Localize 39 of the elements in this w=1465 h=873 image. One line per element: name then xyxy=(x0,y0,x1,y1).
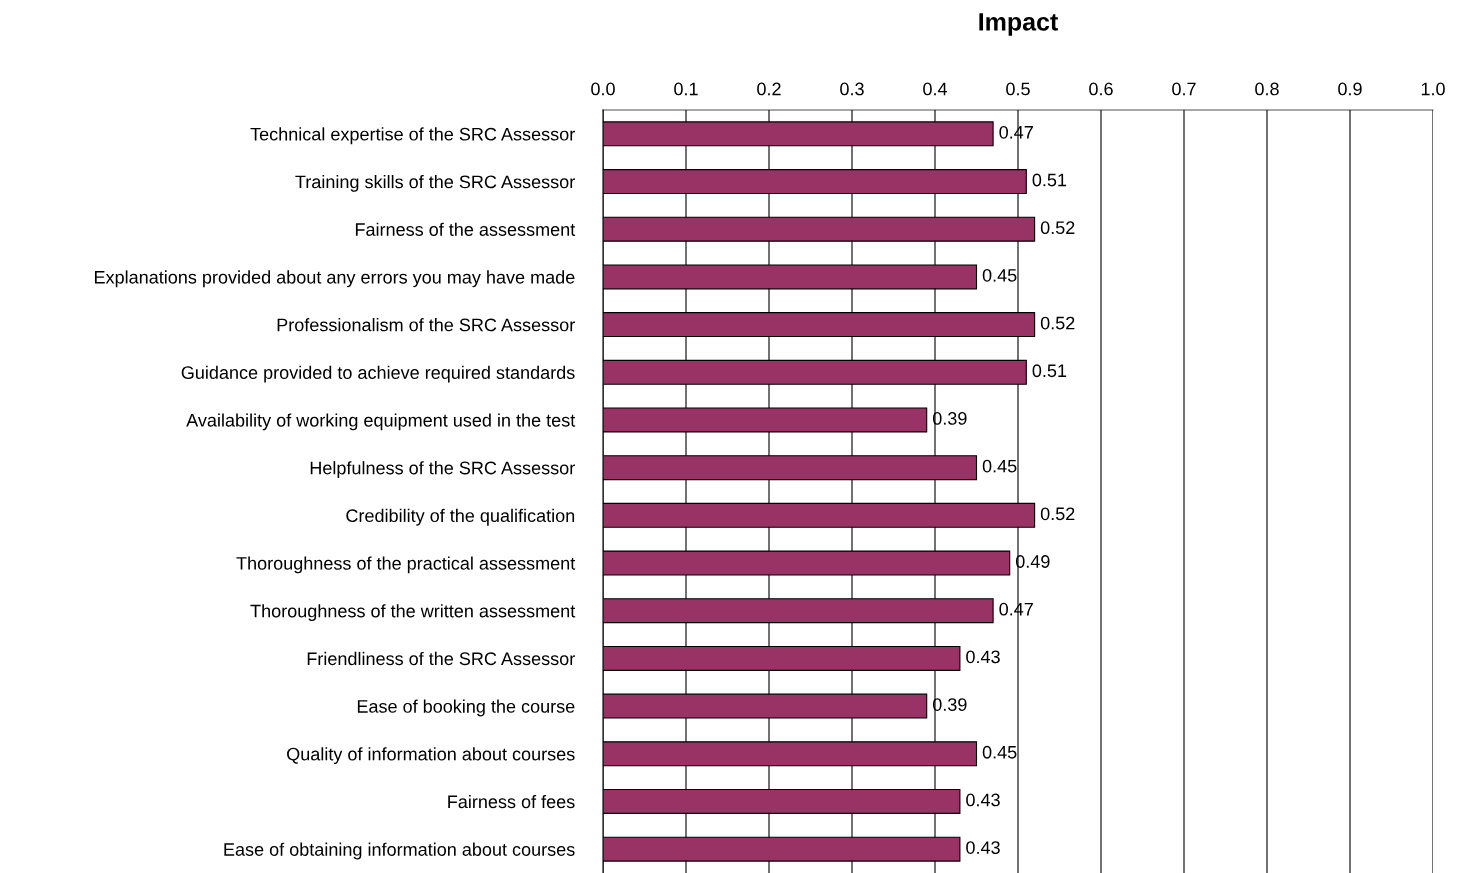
data-label: 0.51 xyxy=(1032,364,1067,378)
y-tick-label: Fairness of the assessment xyxy=(355,222,576,236)
x-tick-label: 0.7 xyxy=(1172,82,1196,96)
y-tick-label: Thoroughness of the practical assessment xyxy=(236,556,576,574)
y-tick-label: Credibility of the qualification xyxy=(346,508,575,526)
x-tick-label: 0.9 xyxy=(1338,82,1362,96)
x-tick-label: 0.8 xyxy=(1255,82,1279,96)
y-tick-label: Ease of booking the course xyxy=(357,699,575,717)
data-label: 0.51 xyxy=(1032,173,1067,187)
y-tick-label: Friendliness of the SRC Assessor xyxy=(307,651,575,666)
x-tick-label: 0.1 xyxy=(674,82,698,96)
y-tick-label: Thoroughness of the written assessment xyxy=(250,604,576,622)
data-label: 0.52 xyxy=(1040,221,1075,235)
data-label: 0.43 xyxy=(966,650,1000,664)
x-tick-label: 0.6 xyxy=(1089,82,1113,96)
data-label: 0.52 xyxy=(1040,316,1075,330)
data-label: 0.45 xyxy=(982,745,1017,759)
data-label: 0.43 xyxy=(966,841,1000,854)
data-label: 0.43 xyxy=(966,793,1000,807)
y-tick-label: Quality of information about courses xyxy=(287,747,575,765)
y-tick-label: Guidance provided to achieve required standards xyxy=(181,365,575,383)
y-tick-label: Explanations provided about any errors you may have made xyxy=(94,270,575,288)
y-tick-label: Fairness of fees xyxy=(448,794,575,809)
x-tick-label: 0.4 xyxy=(923,82,948,96)
y-tick-label: Technical expertise of the SRC Assessor xyxy=(250,127,575,145)
y-tick-label: Availability of working equipment used in the test xyxy=(186,413,576,431)
y-tick-label: Helpfulness of the SRC Assessor xyxy=(310,461,575,478)
chart-title: Impact xyxy=(979,13,1058,36)
data-label: 0.45 xyxy=(982,459,1017,473)
data-label: 0.45 xyxy=(982,268,1017,282)
y-tick-label: Training skills of the SRC Assessor xyxy=(295,174,575,192)
y-tick-label: Ease of obtaining information about courses xyxy=(224,842,575,860)
x-tick-label: 0.0 xyxy=(591,82,615,96)
data-label: 0.52 xyxy=(1040,507,1075,521)
x-tick-label: 0.5 xyxy=(1006,82,1030,96)
x-tick-label: 0.3 xyxy=(840,82,864,96)
y-tick-label: Professionalism of the SRC Assessor xyxy=(277,318,575,332)
x-tick-label: 0.2 xyxy=(757,82,781,96)
x-tick-label: 1.0 xyxy=(1421,82,1445,96)
